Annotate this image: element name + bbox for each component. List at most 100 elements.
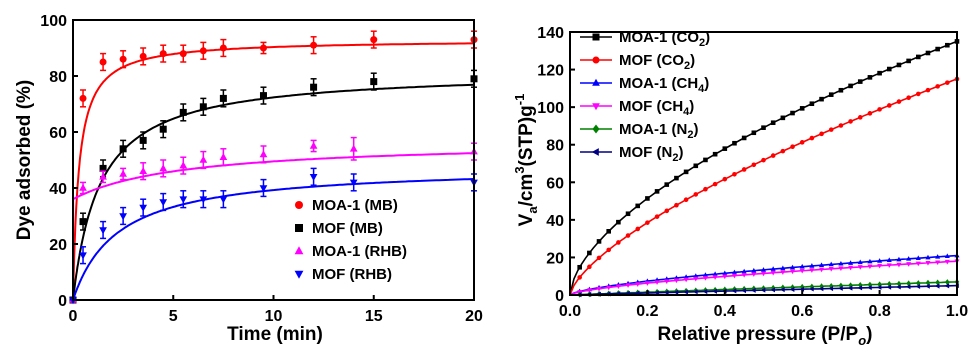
right-x-tick-label: 1.0 (946, 303, 968, 320)
left-legend: MOA-1 (MB) MOF (MB) MOA-1 (RHB) MOF (RHB) (294, 197, 407, 283)
right-data-point (702, 276, 708, 281)
right-x-label-close: ) (866, 324, 872, 345)
right-data-point (809, 268, 815, 273)
right-data-point (838, 87, 844, 93)
right-data-point (586, 288, 592, 293)
left-axes: 0 5 10 15 20 0 20 40 60 80 100 (40, 13, 483, 325)
right-data-point (945, 42, 950, 48)
right-data-point (606, 247, 611, 253)
right-x-tick-label: 0.8 (868, 303, 890, 320)
right-y-tick-label: 80 (546, 138, 564, 155)
left-fit-line-2 (72, 152, 475, 301)
right-data-point (674, 175, 679, 181)
right-data-point (663, 289, 669, 296)
right-data-point (596, 255, 602, 261)
right-data-point (799, 263, 805, 269)
right-data-point (857, 115, 863, 120)
left-x-tick-label: 20 (465, 308, 483, 325)
right-data-point (693, 273, 699, 278)
right-data-point (712, 271, 718, 276)
right-y-axis-label: Va/cm3(STP)g-1 (512, 94, 540, 227)
left-data-point (159, 164, 168, 172)
right-data-point (809, 263, 815, 268)
right-data-point (751, 272, 757, 277)
left-data-point (119, 213, 127, 221)
right-data-point (780, 287, 785, 293)
right-data-point (857, 285, 863, 291)
right-data-point (789, 269, 796, 275)
right-data-point (886, 284, 892, 290)
right-data-point (770, 287, 776, 293)
left-data-point (259, 150, 268, 158)
right-data-point (876, 284, 882, 290)
right-data-point (906, 95, 911, 101)
right-data-point (751, 130, 757, 136)
right-data-point (683, 169, 689, 175)
right-data-point (857, 79, 863, 84)
right-data-point (616, 219, 621, 225)
right-data-point (838, 285, 843, 291)
right-data-point (935, 46, 940, 52)
right-data-point (577, 275, 582, 280)
left-data-point (259, 185, 268, 193)
right-y-label-mid: /cm (516, 174, 537, 207)
right-data-point (838, 123, 844, 128)
left-data-point (99, 227, 107, 235)
right-data-point (809, 283, 815, 290)
right-legend-label: MOA-1 (CO2) (619, 29, 710, 49)
left-x-tick-label: 5 (169, 308, 178, 325)
right-data-point (877, 263, 883, 269)
right-legend-marker (592, 56, 600, 64)
right-data-point (683, 274, 689, 279)
left-fit-line-1 (72, 83, 475, 301)
right-data-point (906, 256, 912, 261)
left-legend-marker (294, 270, 304, 279)
right-data-point (722, 146, 728, 151)
right-data-point (644, 281, 650, 286)
left-data-point (219, 153, 228, 160)
right-data-point (916, 54, 921, 60)
right-data-point (848, 119, 853, 124)
chart-left: 0 5 10 15 20 0 20 40 60 80 100 Time (min) Dye adso… (14, 13, 483, 345)
right-data-point (906, 280, 911, 287)
right-data-point (731, 288, 737, 294)
right-data-point (935, 84, 940, 89)
left-data-point (79, 252, 87, 260)
right-data-point (828, 92, 834, 97)
right-data-point (857, 265, 863, 270)
right-data-point (761, 285, 766, 292)
right-data-point (722, 274, 728, 280)
right-data-point (799, 140, 805, 145)
right-data-point (703, 157, 708, 163)
right-data-point (925, 87, 931, 93)
right-legend-marker (592, 78, 600, 86)
left-data-point (349, 179, 358, 187)
right-data-point (925, 283, 930, 289)
right-data-point (712, 288, 717, 294)
left-data-point (99, 164, 107, 172)
left-data-point (349, 144, 358, 152)
left-legend-label: MOF (RHB) (312, 266, 392, 283)
right-data-point (867, 264, 873, 270)
right-data-point (945, 80, 950, 85)
right-data-point (828, 261, 834, 267)
right-data-point (732, 140, 737, 146)
right-data-point (790, 110, 795, 116)
right-data-point (587, 250, 592, 256)
right-data-point (915, 261, 921, 267)
right-data-point (664, 182, 670, 187)
right-data-point (945, 279, 950, 286)
right-data-point (809, 286, 814, 292)
right-data-point (673, 278, 679, 284)
right-data-point (915, 283, 921, 290)
right-y-tick-label: 20 (546, 250, 564, 267)
left-data-point (179, 196, 188, 204)
left-x-tick-label: 15 (365, 308, 383, 325)
right-data-point (722, 176, 728, 182)
right-x-tick-label: 0.0 (559, 303, 581, 320)
right-data-point (799, 268, 805, 274)
right-data-point (780, 115, 786, 121)
left-y-tick-label: 100 (40, 13, 67, 30)
right-frame (569, 31, 958, 296)
right-x-label-sub: o (858, 333, 866, 348)
